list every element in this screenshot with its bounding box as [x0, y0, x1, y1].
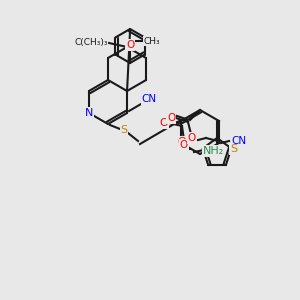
Text: S: S: [120, 125, 128, 135]
Text: O: O: [188, 133, 196, 143]
Text: CN: CN: [142, 94, 157, 104]
Text: O: O: [160, 118, 168, 128]
Text: S: S: [230, 144, 237, 154]
Text: O: O: [178, 137, 186, 147]
Text: C(CH₃)₃: C(CH₃)₃: [74, 38, 108, 46]
Text: O: O: [126, 40, 134, 50]
Text: NH₂: NH₂: [202, 146, 224, 156]
Text: CN: CN: [232, 136, 247, 146]
Text: N: N: [85, 108, 93, 118]
Text: CH₃: CH₃: [144, 37, 160, 46]
Text: O: O: [167, 113, 175, 123]
Text: O: O: [180, 140, 188, 150]
